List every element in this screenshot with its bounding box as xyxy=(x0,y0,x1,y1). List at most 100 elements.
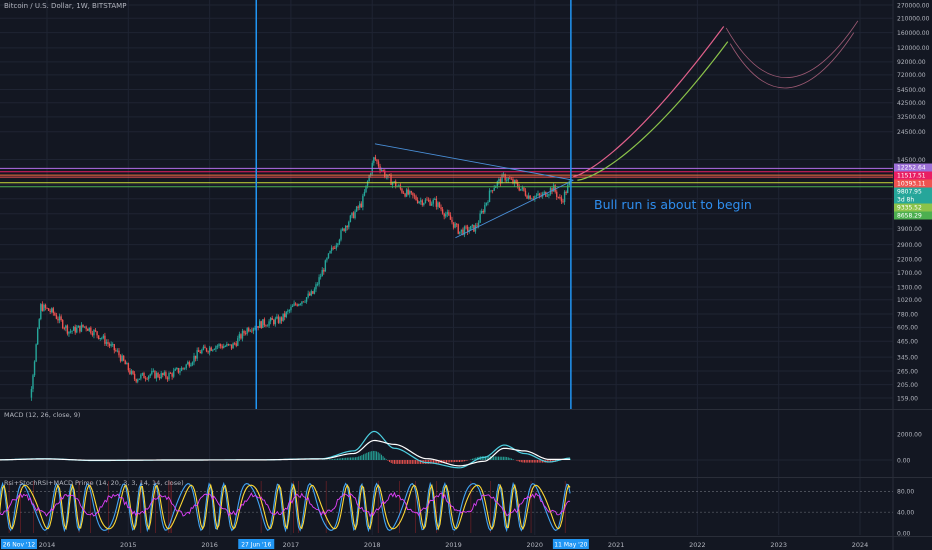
candle-body xyxy=(413,195,416,197)
candle-body xyxy=(391,182,394,185)
candle-body xyxy=(88,327,90,331)
candle-body xyxy=(169,373,172,374)
price-axis-tick: 32500.00 xyxy=(897,114,926,121)
candle-body xyxy=(284,313,286,318)
price-axis-tick: 345.00 xyxy=(897,354,918,361)
candle-body xyxy=(412,192,414,196)
candle-body xyxy=(376,159,378,162)
candle-body xyxy=(141,373,144,375)
candle-body xyxy=(177,368,180,373)
candle-body xyxy=(183,368,186,369)
candle-body xyxy=(407,189,409,195)
candle-body xyxy=(43,304,45,311)
candle-body xyxy=(54,313,56,316)
candle-body xyxy=(210,347,212,351)
candle-body xyxy=(457,224,459,234)
candle-body xyxy=(351,212,353,216)
candle-body xyxy=(501,174,503,184)
candle-body xyxy=(357,206,359,208)
candle-body xyxy=(476,225,478,227)
candle-body xyxy=(488,190,491,203)
candle-body xyxy=(185,364,187,369)
candle-body xyxy=(401,188,403,193)
candle-body xyxy=(30,388,33,398)
candle-body xyxy=(207,351,209,353)
candle-body xyxy=(61,319,64,329)
candle-body xyxy=(108,343,111,346)
time-marker-badge xyxy=(1,539,37,549)
candle-body xyxy=(299,303,302,305)
candle-body xyxy=(562,201,564,203)
candle-body xyxy=(168,373,170,380)
candle-body xyxy=(443,213,445,217)
candle-body xyxy=(477,222,480,226)
candle-body xyxy=(535,195,538,197)
candle-body xyxy=(516,182,519,188)
candle-body xyxy=(97,335,100,339)
candle-body xyxy=(41,304,44,311)
price-axis-tick: 1300.00 xyxy=(897,284,922,291)
candle-body xyxy=(44,304,47,308)
candle-body xyxy=(404,193,406,197)
candle-body xyxy=(366,181,369,186)
candle-body xyxy=(143,373,145,379)
candle-body xyxy=(354,211,356,219)
candle-body xyxy=(274,318,277,325)
candle-body xyxy=(235,343,237,346)
candle-body xyxy=(377,161,380,167)
candle-body xyxy=(199,351,201,354)
candle-body xyxy=(191,362,194,365)
price-badge-label: 9807.95 xyxy=(897,189,922,196)
price-badge-box xyxy=(894,187,932,196)
candle-body xyxy=(369,173,372,176)
candle-body xyxy=(560,197,563,202)
candle-body xyxy=(112,344,114,345)
candle-body xyxy=(454,223,456,228)
triangle-lower-trendline xyxy=(455,179,574,239)
candle-body xyxy=(124,360,126,365)
candle-body xyxy=(509,178,511,180)
candle-body xyxy=(481,211,483,214)
candle-body xyxy=(521,187,524,189)
candle-body xyxy=(290,307,292,311)
candle-body xyxy=(515,180,517,183)
candle-body xyxy=(218,344,220,346)
candle-body xyxy=(420,200,422,202)
candle-body xyxy=(65,325,67,329)
candle-body xyxy=(91,333,94,336)
candle-body xyxy=(244,333,247,335)
candle-body xyxy=(482,211,484,213)
candle-body xyxy=(149,374,151,376)
candle-body xyxy=(537,193,539,196)
candle-body xyxy=(360,203,363,208)
candle-body xyxy=(410,191,413,193)
candle-body xyxy=(552,185,555,192)
candle-body xyxy=(251,330,253,332)
candle-body xyxy=(349,215,352,222)
candle-body xyxy=(171,373,173,377)
candle-body xyxy=(455,223,458,225)
candle-body xyxy=(262,319,264,328)
candle-body xyxy=(277,316,280,323)
candle-body xyxy=(390,175,392,185)
candle-body xyxy=(113,344,115,351)
candle-body xyxy=(77,325,80,328)
candle-body xyxy=(493,187,495,191)
stoch-k-line xyxy=(0,481,571,533)
candle-body xyxy=(165,372,167,378)
candle-body xyxy=(424,199,427,203)
candle-body xyxy=(132,370,134,374)
candle-body xyxy=(285,311,287,318)
candle-body xyxy=(355,206,358,212)
candle-body xyxy=(393,181,395,183)
candle-body xyxy=(352,212,355,219)
projection-curve-green xyxy=(577,41,729,181)
candle-body xyxy=(380,170,383,171)
projection-arc-outer xyxy=(725,20,859,78)
candle-body xyxy=(418,201,420,204)
candle-body xyxy=(499,178,502,184)
candle-body xyxy=(363,192,366,196)
candle-body xyxy=(490,190,492,192)
price-badge-label: 10393.11 xyxy=(897,181,926,188)
